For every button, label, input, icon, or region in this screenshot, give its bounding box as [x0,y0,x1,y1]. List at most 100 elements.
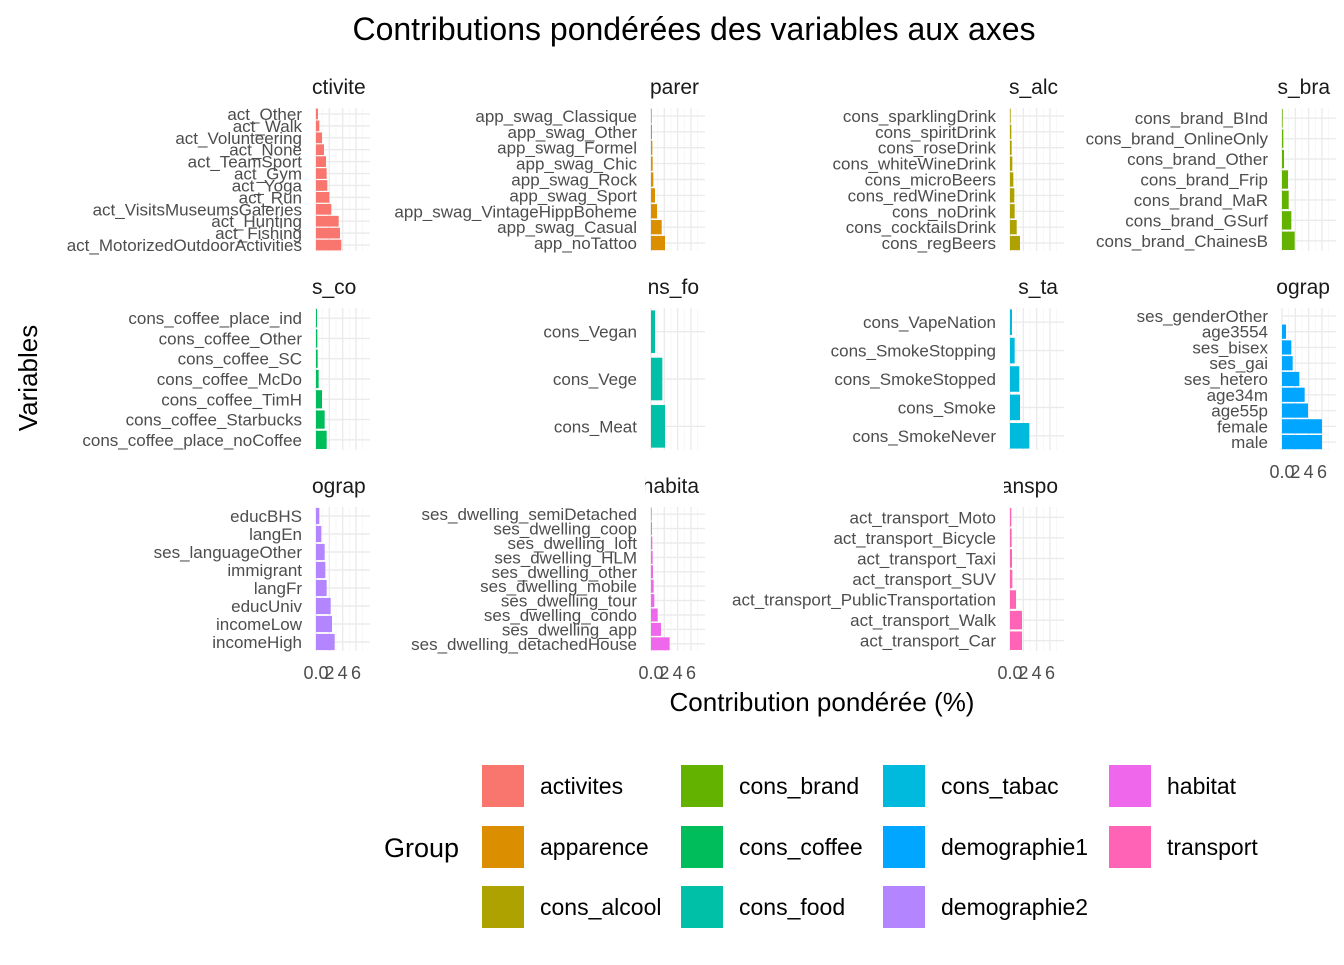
chart-title: Contributions pondérées des variables au… [352,11,1035,47]
y-tick-label: act_Walk [233,117,303,136]
bar-ses_dwelling_loft [651,536,653,550]
bar-act_Run [316,192,330,203]
bar-ses_gai [1282,356,1293,371]
bar-act_transport_Taxi [1010,549,1012,568]
y-tick-label: cons_SmokeStopping [831,342,996,361]
facet-strip-label: s_ta [1018,276,1058,299]
y-tick-label: app_noTattoo [534,234,637,253]
bar-app_swag_Casual [651,220,662,235]
y-tick-label: cons_spiritDrink [875,123,996,142]
y-tick-label: male [1231,433,1268,452]
facet-panels: act_Otheract_Walkact_Volunteeringact_Non… [67,76,1336,683]
bar-app_swag_VintageHippBoheme [651,204,657,219]
bar-ses_dwelling_HLM [651,550,653,564]
bar-cons_coffee_Starbucks [316,410,325,429]
y-tick-label: ses_gai [1209,354,1268,373]
bar-act_Other [316,108,318,120]
bar-langEn [316,525,322,543]
y-tick-label: cons_sparklingDrink [843,107,997,126]
legend-swatch [1109,765,1151,807]
y-tick-label: cons_brand_ChainesB [1096,232,1268,251]
y-tick-label: app_swag_Classique [475,107,637,126]
panel-demographie1: ses_genderOtherage3554ses_bisexses_gaise… [1137,276,1336,482]
y-tick-label: ses_dwelling_semiDetached [422,505,637,524]
bar-ses_dwelling_app [651,622,661,636]
y-tick-label: cons_SmokeStopped [834,370,996,389]
bar-act_transport_Walk [1010,610,1022,630]
legend-swatch [681,886,723,928]
y-tick-label: cons_regBeers [882,234,996,253]
y-tick-label: langFr [254,579,303,598]
x-tick-label: 2 [659,663,669,683]
y-tick-label: act_Run [239,188,302,207]
bar-ses_dwelling_coop [651,522,652,536]
legend-label: demographie2 [941,894,1088,920]
bar-cons_regBeers [1010,235,1020,251]
bar-act_Gym [316,168,327,179]
bar-cons_brand_MaR [1282,190,1289,210]
bar-cons_coffee_place_ind [316,309,317,328]
y-tick-label: ses_languageOther [154,543,303,562]
y-tick-label: cons_coffee_place_ind [128,309,302,328]
panel-cons_brand: cons_brand_BInd cons_brand_OnlineOnlycons… [1086,76,1336,251]
bar-act_Fishing [316,227,340,239]
bar-app_noTattoo [651,235,665,251]
y-tick-label: cons_coffee_TimH [161,390,302,409]
panel-cons_food: cons_Vegan cons_Vege cons_Meat ns_fo [543,276,705,450]
bar-cons_coffee_McDo [316,369,319,389]
bar-cons_Meat [651,405,665,448]
legend-swatch [482,765,524,807]
facet-strip-label: ograp [1276,276,1330,299]
bar-cons_brand_GSurf [1282,211,1292,230]
legend-label: cons_food [739,894,845,920]
bar-act_MotorizedOutdoorActivities [316,239,342,251]
y-tick-label: cons_Smoke [898,398,996,417]
y-tick-label: ses_dwelling_tour [501,592,637,611]
y-tick-label: ses_dwelling_HLM [494,548,637,567]
y-tick-label: act_transport_Taxi [857,549,996,568]
y-tick-label: act_transport_PublicTransportation [732,591,996,610]
legend-label: demographie1 [941,834,1088,860]
y-tick-label: act_Yoga [232,176,303,195]
bar-ses_dwelling_condo [651,608,658,622]
bar-cons_roseDrink [1010,140,1012,155]
legend-swatch [482,826,524,868]
bar-cons_brand_Frip [1282,170,1288,189]
panel-cons_tabac: cons_VapeNation cons_SmokeStopping cons_Sm… [831,276,1064,450]
y-tick-label: act_transport_Bicycle [833,529,996,548]
y-tick-label: app_swag_VintageHippBoheme [394,202,637,221]
legend-swatch [883,765,925,807]
legend-item-activites: activites [482,765,623,807]
y-tick-label: immigrant [227,561,302,580]
facet-strip-label: anspo [1001,475,1058,498]
bar-cons_brand_OnlineOnly [1282,129,1284,148]
y-tick-label: app_swag_Chic [516,155,637,174]
bar-female [1282,419,1322,434]
legend-swatch [883,886,925,928]
x-tick-label: 6 [1045,663,1055,683]
y-tick-label: incomeLow [216,615,303,634]
x-tick-label: 6 [686,663,696,683]
y-tick-label: cons_Vege [553,370,637,389]
y-tick-label: age3554 [1202,323,1268,342]
bar-act_transport_SUV [1010,569,1013,589]
bar-act_TeamSport [316,156,326,167]
legend-label: habitat [1167,773,1237,799]
bar-act_Yoga [316,180,328,191]
y-tick-label: ses_dwelling_condo [484,606,637,625]
legend-item-cons_food: cons_food [681,886,845,928]
bar-immigrant [316,561,326,579]
bar-act_None [316,144,324,156]
legend-label: cons_brand [739,773,859,799]
legend-item-cons_coffee: cons_coffee [681,826,863,868]
bar-cons_Vegan [651,310,655,353]
x-tick-label: 2 [1290,462,1300,482]
y-tick-label: cons_brand_GSurf [1125,211,1268,230]
y-tick-label: cons_coffee_Starbucks [126,411,302,430]
legend-label: activites [540,773,623,799]
bar-cons_VapeNation [1010,309,1012,335]
legend-swatch [681,826,723,868]
legend-item-cons_brand: cons_brand [681,765,859,807]
